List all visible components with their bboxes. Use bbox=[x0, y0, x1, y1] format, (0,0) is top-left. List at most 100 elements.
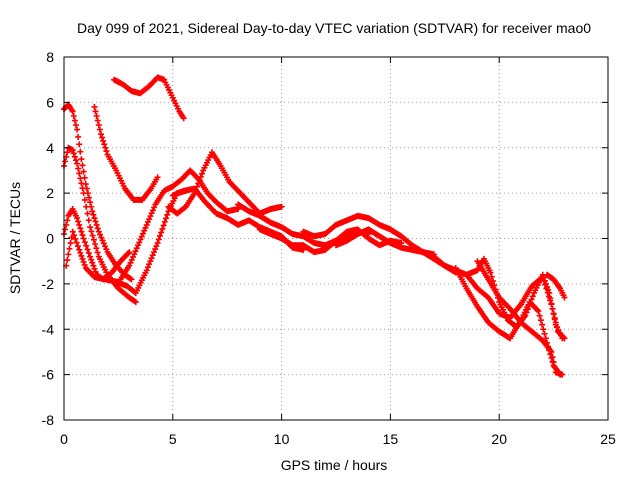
data-point bbox=[163, 215, 170, 222]
data-point bbox=[89, 259, 96, 266]
series-arc-8 bbox=[165, 149, 285, 217]
data-point bbox=[85, 217, 92, 224]
data-point bbox=[77, 225, 84, 232]
data-point bbox=[139, 230, 146, 237]
data-point bbox=[94, 225, 101, 232]
data-point bbox=[62, 158, 69, 165]
data-point bbox=[73, 239, 80, 246]
data-point bbox=[561, 294, 568, 301]
data-point bbox=[91, 103, 98, 110]
y-tick-label: -8 bbox=[42, 412, 55, 428]
data-point bbox=[80, 235, 87, 242]
y-tick-label: 4 bbox=[46, 140, 54, 156]
data-point bbox=[537, 317, 544, 324]
data-point bbox=[146, 261, 153, 268]
data-point bbox=[147, 213, 154, 220]
data-point bbox=[542, 335, 549, 342]
data-point bbox=[92, 241, 99, 248]
data-point bbox=[141, 227, 148, 234]
data-point bbox=[64, 217, 71, 224]
data-point bbox=[88, 256, 95, 263]
data-point bbox=[541, 330, 548, 337]
data-point bbox=[96, 126, 103, 133]
data-point bbox=[143, 267, 150, 274]
data-point bbox=[67, 240, 74, 247]
data-point bbox=[76, 170, 83, 177]
data-point bbox=[152, 246, 159, 253]
data-point bbox=[64, 149, 71, 156]
data-point bbox=[76, 141, 83, 148]
data-point bbox=[93, 245, 100, 252]
data-point bbox=[89, 208, 96, 215]
data-point bbox=[94, 249, 101, 256]
x-axis-label: GPS time / hours bbox=[281, 457, 388, 473]
series-arc-18 bbox=[544, 271, 568, 301]
data-point bbox=[560, 334, 567, 341]
data-point bbox=[128, 276, 135, 283]
data-point bbox=[79, 232, 86, 239]
y-tick-label: -4 bbox=[42, 321, 55, 337]
data-point bbox=[81, 196, 88, 203]
data-point bbox=[536, 312, 543, 319]
data-point bbox=[76, 246, 83, 253]
data-point bbox=[80, 258, 87, 265]
y-tick-label: 6 bbox=[46, 94, 54, 110]
data-point bbox=[100, 240, 107, 247]
axis-ticks: 0 5 10 15 20 25 -8 -6 -4 -2 0 2 4 6 8 bbox=[42, 49, 616, 447]
data-point bbox=[132, 299, 139, 306]
data-point bbox=[78, 156, 85, 163]
x-tick-label: 10 bbox=[274, 431, 290, 447]
data-point bbox=[156, 232, 163, 239]
series-arc-6 bbox=[91, 103, 161, 203]
y-tick-label: 8 bbox=[46, 49, 54, 65]
data-point bbox=[543, 285, 550, 292]
data-point bbox=[69, 108, 76, 115]
data-point bbox=[548, 348, 555, 355]
data-point bbox=[91, 215, 98, 222]
data-point bbox=[77, 175, 84, 182]
data-point bbox=[93, 221, 100, 228]
data-point bbox=[78, 252, 85, 259]
data-point bbox=[66, 245, 73, 252]
data-point bbox=[150, 249, 157, 256]
data-point bbox=[196, 177, 203, 184]
data-point bbox=[102, 144, 109, 151]
data-point bbox=[86, 194, 93, 201]
data-point bbox=[134, 242, 141, 249]
data-point bbox=[539, 321, 546, 328]
data-point bbox=[93, 112, 100, 119]
data-point bbox=[70, 150, 77, 157]
data-point bbox=[99, 134, 106, 141]
data-point bbox=[92, 108, 99, 115]
data-point bbox=[85, 250, 92, 257]
y-tick-label: -2 bbox=[42, 276, 55, 292]
y-axis-label: SDTVAR / TECUs bbox=[7, 182, 23, 294]
data-point bbox=[97, 131, 104, 138]
data-point bbox=[71, 232, 78, 239]
data-point bbox=[78, 180, 85, 187]
data-point bbox=[81, 239, 88, 246]
data-point bbox=[158, 229, 165, 236]
data-point bbox=[144, 264, 151, 271]
data-point bbox=[71, 153, 78, 160]
data-point bbox=[137, 236, 144, 243]
data-point bbox=[98, 234, 105, 241]
data-point bbox=[160, 222, 167, 229]
data-point bbox=[75, 133, 82, 140]
data-point bbox=[549, 354, 556, 361]
data-point bbox=[89, 232, 96, 239]
data-point bbox=[95, 228, 102, 235]
data-point bbox=[65, 251, 72, 258]
data-point bbox=[548, 301, 555, 308]
data-point bbox=[153, 243, 160, 250]
data-point bbox=[102, 243, 109, 250]
data-point bbox=[148, 255, 155, 262]
data-point bbox=[138, 233, 145, 240]
data-point bbox=[132, 248, 139, 255]
data-point bbox=[72, 157, 79, 164]
data-point bbox=[548, 354, 555, 361]
series-arc-17 bbox=[474, 258, 566, 378]
data-point bbox=[90, 211, 97, 218]
data-point bbox=[69, 228, 76, 235]
x-tick-label: 20 bbox=[491, 431, 507, 447]
